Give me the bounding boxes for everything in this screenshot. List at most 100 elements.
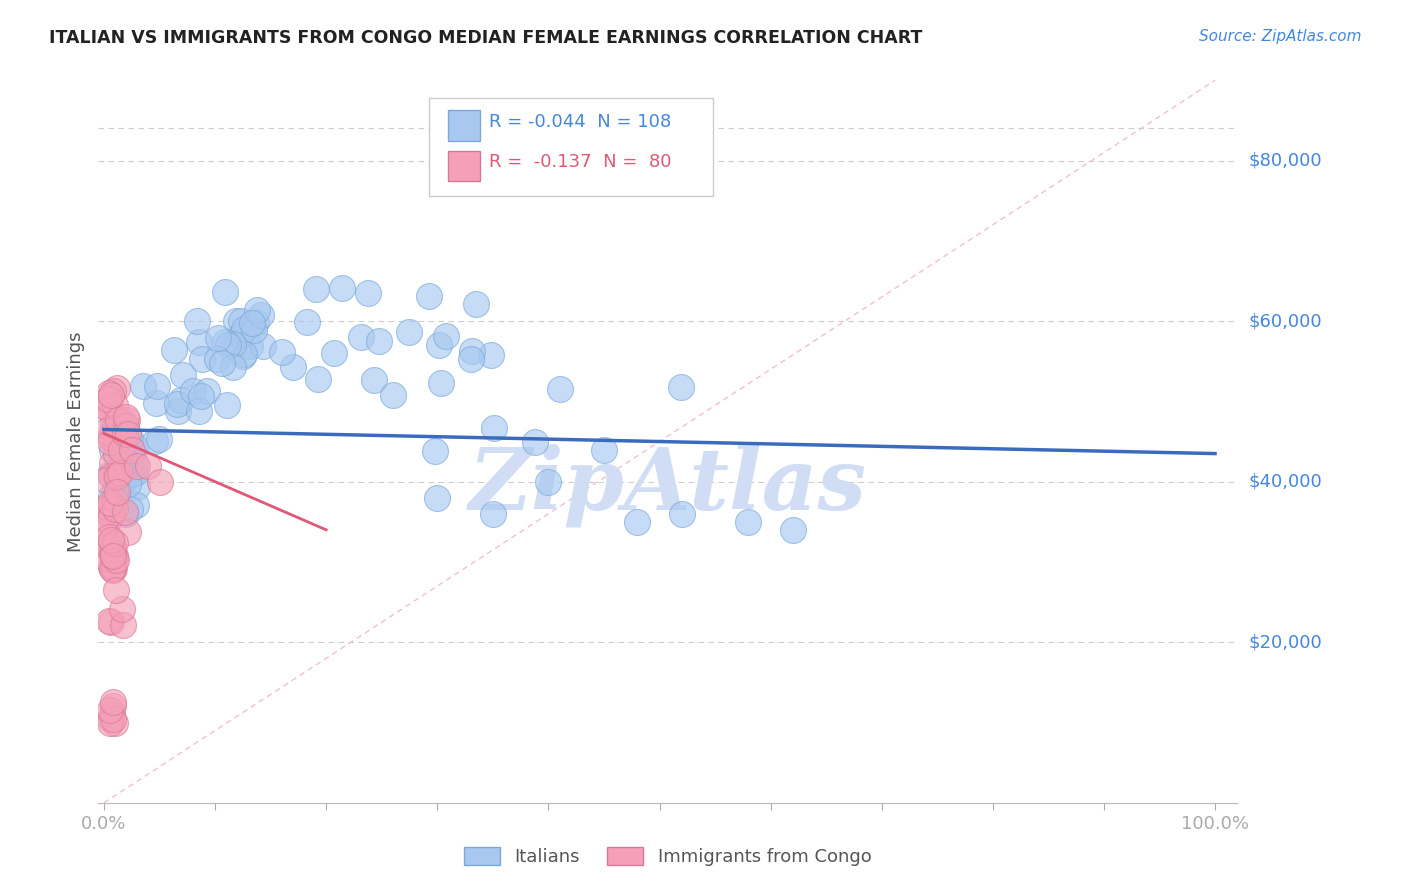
Bar [449,111,479,141]
Point [101,712,124,726]
Point [100,490,122,504]
Point [98,712,121,726]
Point [112,473,135,487]
Point [669,380,692,394]
Point [107,435,129,450]
Text: Source: ZipAtlas.com: Source: ZipAtlas.com [1198,29,1361,44]
Point [101,456,124,470]
Point [225,314,247,328]
Point [101,563,124,577]
Point [283,360,305,375]
Point [101,540,124,554]
Point [96,539,118,553]
Point [423,444,446,458]
Point [124,466,146,480]
Point [482,507,505,521]
FancyBboxPatch shape [429,98,713,196]
Point [363,373,385,387]
Point [108,416,131,430]
Point [104,502,127,516]
Point [233,321,256,335]
Point [181,384,204,398]
Point [172,368,194,383]
Point [94,506,117,520]
Point [114,456,136,470]
Point [105,471,128,485]
Point [104,398,127,412]
Point [101,561,124,575]
Point [368,334,391,349]
Point [101,696,124,710]
Point [104,492,127,507]
Point [98,430,121,444]
Point [100,559,122,574]
Point [115,410,138,425]
Point [111,602,134,616]
Point [145,396,167,410]
Point [104,484,127,499]
Point [101,548,124,562]
Point [97,501,120,516]
Point [187,404,209,418]
Point [103,384,125,399]
Point [118,451,141,466]
Point [537,475,560,489]
Point [96,550,118,565]
Point [148,475,170,489]
Point [479,348,502,362]
Point [548,382,571,396]
Point [108,466,131,480]
Point [124,457,146,471]
Point [98,467,121,481]
Point [217,398,239,412]
Point [100,388,122,402]
Point [112,414,135,428]
Text: R = -0.044  N = 108: R = -0.044 N = 108 [489,112,671,131]
Point [105,447,128,461]
Point [737,515,759,529]
Point [250,309,273,323]
Point [148,432,170,446]
Point [460,351,482,366]
Point [115,418,138,433]
Point [100,508,122,522]
Y-axis label: Median Female Earnings: Median Female Earnings [66,331,84,552]
Bar [449,151,479,181]
Point [100,496,122,510]
Point [243,323,266,337]
Text: ZipAtlas: ZipAtlas [468,443,868,526]
Point [295,315,318,329]
Point [104,421,127,435]
Point [593,442,616,457]
Point [304,282,326,296]
Point [246,302,269,317]
Point [166,397,188,411]
Point [100,707,122,722]
Point [232,347,254,361]
Point [186,314,208,328]
Point [121,467,143,481]
Point [626,515,648,529]
Point [307,372,329,386]
Point [482,420,505,434]
Point [782,523,804,537]
Point [103,430,125,444]
Point [111,476,134,491]
Point [104,549,127,563]
Point [94,473,117,487]
Point [271,345,294,359]
Point [104,553,127,567]
Point [101,699,124,714]
Point [143,434,166,448]
Point [100,468,122,483]
Point [114,463,136,477]
Point [101,549,124,563]
Point [100,443,122,458]
Point [105,381,128,395]
Point [117,437,139,451]
Point [195,384,218,399]
Point [97,540,120,554]
Point [214,285,236,300]
Point [101,545,124,559]
Point [98,399,121,413]
